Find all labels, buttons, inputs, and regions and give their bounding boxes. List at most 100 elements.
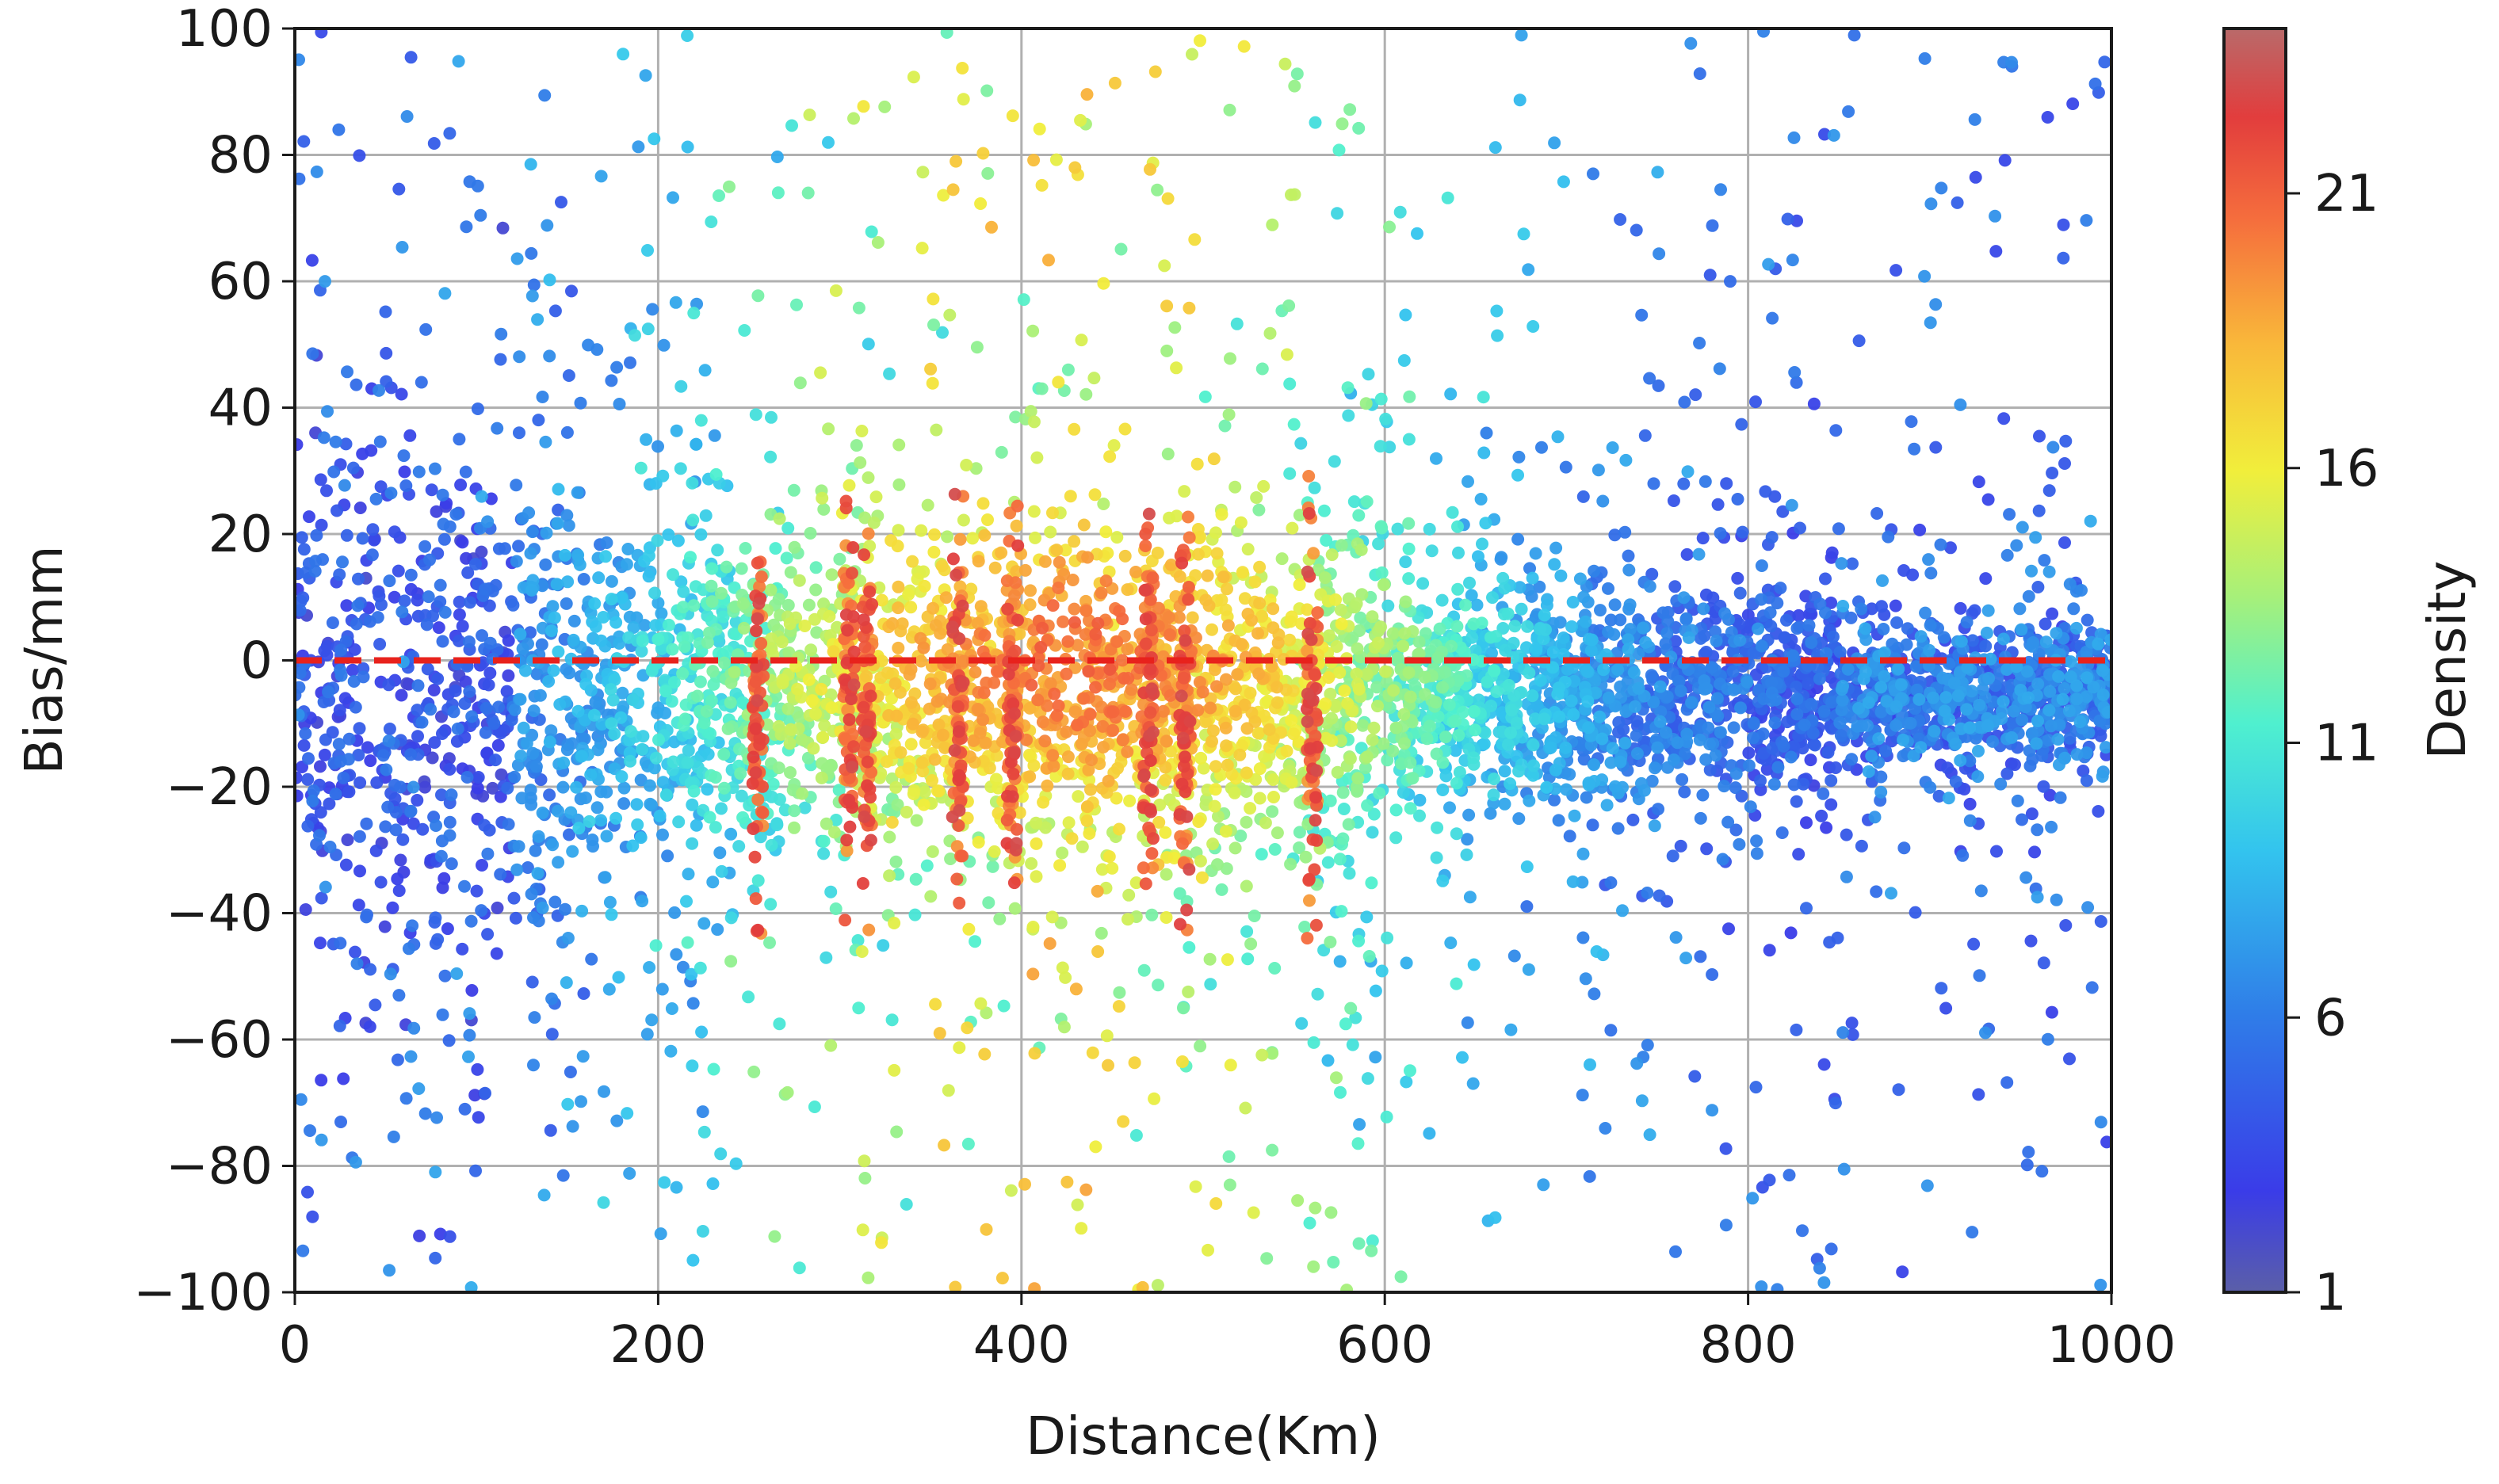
scatter-point [1324,936,1337,948]
scatter-point [918,785,931,799]
scatter-point [768,1230,781,1243]
scatter-point [644,797,657,811]
scatter-point [993,912,1007,925]
scatter-point [1965,685,1978,698]
scatter-point [639,69,652,82]
scatter-point [1548,793,1561,807]
scatter-point [1360,750,1374,764]
scatter-point [590,801,604,814]
scatter-point [598,1085,610,1098]
scatter-point [353,722,366,735]
scatter-point [2003,508,2016,521]
scatter-point [397,449,411,463]
scatter-point [379,820,392,834]
scatter-point [347,675,361,688]
scatter-point [1872,732,1886,746]
scatter-point [2094,729,2107,742]
scatter-point [1924,780,1937,794]
scatter-point [1990,845,2003,858]
scatter-point [308,564,322,578]
scatter-point [310,528,323,542]
scatter-point [1668,580,1682,593]
scatter-point [972,836,985,849]
scatter-point [1611,822,1625,835]
scatter-point [900,806,913,818]
scatter-point [2081,671,2093,685]
scatter-point [1718,780,1731,793]
scatter-point [1643,1128,1656,1142]
scatter-point [1452,546,1465,559]
scatter-point [1381,931,1394,944]
scatter-point [798,801,812,814]
scatter-point [649,751,663,765]
scatter-point [369,492,383,505]
scatter-point [1826,630,1840,643]
scatter-point [318,644,331,658]
scatter-point [2052,670,2065,683]
scatter-point [480,746,494,760]
scatter-point [1206,837,1220,851]
scatter-point [1508,620,1522,633]
scatter-point [429,1251,442,1265]
scatter-point [1490,304,1504,318]
scatter-point [1228,841,1242,855]
scatter-point [1874,681,1888,694]
scatter-point [1825,546,1839,559]
scatter-point [1765,676,1779,689]
scatter-point [436,1008,449,1021]
scatter-point [2022,691,2035,704]
scatter-point [1436,784,1450,796]
scatter-point [626,839,640,853]
scatter-point [510,863,524,876]
scatter-point [1694,631,1707,645]
scatter-point [1719,1219,1733,1232]
scatter-point [589,696,602,708]
scatter-point [1827,128,1840,142]
scatter-point [1855,602,1868,616]
scatter-point [1450,620,1464,633]
scatter-point [1341,697,1355,710]
scatter-point [411,593,424,607]
scatter-point [1194,34,1206,48]
scatter-point [729,1157,743,1170]
scatter-point [695,1025,709,1039]
scatter-point [1776,505,1790,518]
scatter-point [1223,1178,1236,1192]
scatter-point [472,771,485,784]
scatter-point [1360,495,1374,509]
scatter-point [1790,681,1803,693]
scatter-point [494,790,507,803]
scatter-point [1476,537,1488,551]
scatter-point [435,788,448,802]
scatter-point [470,884,483,898]
scatter-point [1431,650,1445,664]
scatter-point [1920,1179,1934,1192]
scatter-point [476,629,488,643]
scatter-point [690,437,703,451]
scatter-point [847,112,860,125]
scatter-point [2100,1135,2111,1149]
scatter-point [1890,700,1903,713]
scatter-point [478,818,491,832]
scatter-point [1836,680,1849,693]
scatter-point [781,1085,794,1099]
scatter-point [1075,1222,1088,1235]
scatter-point [816,731,830,744]
scatter-point [609,616,623,629]
scatter-point [1951,196,1964,209]
scatter-point [1406,772,1420,785]
scatter-point [321,405,334,418]
scatter-point [1223,103,1236,116]
scatter-point [351,599,365,612]
scatter-point [1750,847,1763,860]
scatter-point [1544,741,1557,754]
scatter-point [735,562,748,575]
scatter-point [1939,1001,1953,1015]
scatter-point [1347,495,1361,509]
scatter-point [2039,635,2053,649]
scatter-point [715,586,728,600]
scatter-point [803,109,816,121]
scatter-point [474,208,487,222]
scatter-point [513,350,526,364]
scatter-point [475,490,488,503]
